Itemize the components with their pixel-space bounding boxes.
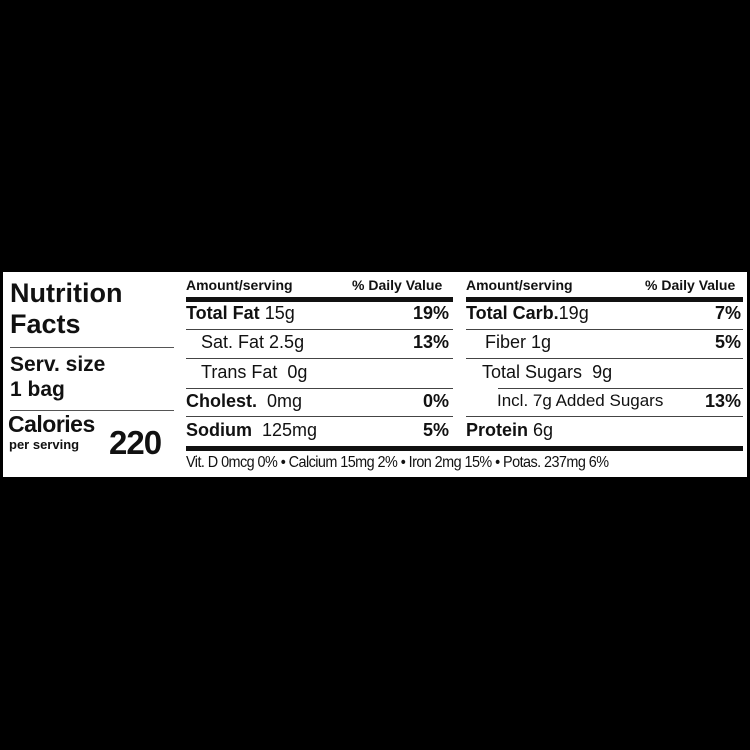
amount-header: Amount/serving bbox=[186, 277, 293, 293]
dv-added-sugars: 13% bbox=[704, 391, 741, 411]
divider bbox=[10, 347, 174, 348]
row-trans-fat: Trans Fat 0g bbox=[201, 362, 308, 382]
calories-label: Calories bbox=[8, 411, 95, 437]
divider bbox=[498, 388, 743, 389]
calories-value: 220 bbox=[109, 424, 162, 461]
row-total-fat: Total Fat 15g bbox=[186, 303, 295, 323]
thick-rule bbox=[186, 297, 453, 302]
dv-sodium: 5% bbox=[422, 420, 449, 440]
dv-total-fat: 19% bbox=[412, 303, 449, 323]
thick-rule bbox=[466, 297, 743, 302]
vitamins-minerals: Vit. D 0mcg 0% • Calcium 15mg 2% • Iron … bbox=[186, 454, 609, 471]
divider bbox=[10, 410, 174, 411]
row-fiber: Fiber 1g bbox=[485, 332, 552, 352]
row-total-sugars: Total Sugars 9g bbox=[482, 362, 613, 382]
row-total-carb: Total Carb.19g bbox=[466, 303, 589, 323]
nutrition-facts-label: Nutrition Facts Serv. size 1 bag Calorie… bbox=[3, 272, 747, 477]
divider bbox=[186, 358, 453, 359]
divider bbox=[466, 329, 743, 330]
dv-sat-fat: 13% bbox=[412, 332, 449, 352]
calories-sub-label: per serving bbox=[9, 437, 80, 452]
dv-header: % Daily Value bbox=[645, 277, 736, 293]
serving-size: Serv. size 1 bag bbox=[10, 352, 105, 402]
title-line-1: Nutrition bbox=[10, 278, 123, 308]
dv-header: % Daily Value bbox=[352, 277, 443, 293]
row-protein: Protein 6g bbox=[466, 420, 554, 440]
row-cholesterol: Cholest. 0mg bbox=[186, 391, 303, 411]
row-sodium: Sodium 125mg bbox=[186, 420, 318, 440]
divider bbox=[186, 416, 453, 417]
divider bbox=[186, 329, 453, 330]
dv-cholesterol: 0% bbox=[422, 391, 449, 411]
title-line-2: Facts bbox=[10, 309, 81, 339]
dv-fiber: 5% bbox=[714, 332, 741, 352]
thick-rule bbox=[186, 446, 743, 451]
label-title: Nutrition Facts bbox=[10, 278, 122, 340]
divider bbox=[466, 358, 743, 359]
row-added-sugars: Incl. 7g Added Sugars bbox=[497, 391, 664, 410]
divider bbox=[186, 388, 453, 389]
serving-size-value: 1 bag bbox=[10, 378, 65, 401]
row-sat-fat: Sat. Fat 2.5g bbox=[201, 332, 305, 352]
dv-total-carb: 7% bbox=[714, 303, 741, 323]
divider bbox=[466, 416, 743, 417]
serving-size-label: Serv. size bbox=[10, 353, 106, 376]
amount-header: Amount/serving bbox=[466, 277, 573, 293]
